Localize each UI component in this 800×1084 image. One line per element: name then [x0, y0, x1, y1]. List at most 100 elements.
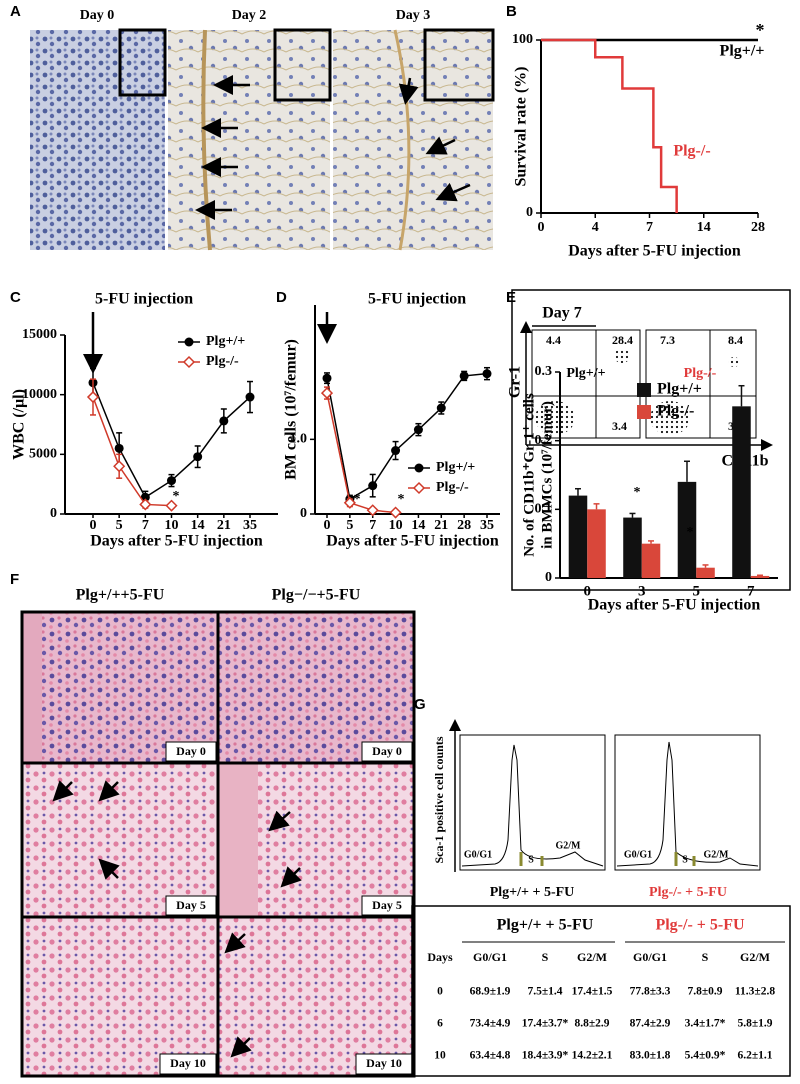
table-cell: 3.4±1.7* [685, 1018, 726, 1030]
bar [587, 509, 606, 578]
cell-cloud [728, 357, 740, 367]
series-label: Plg+/+ [720, 43, 765, 60]
inset [273, 28, 332, 102]
quadrant-value: 3.4 [612, 419, 627, 433]
day-label: Day 0 [372, 744, 402, 758]
panel-a: Day 0 Day 2 Day 3 [30, 8, 495, 251]
image-title: Day 0 [80, 8, 115, 23]
cell-cycle: Sca-1 positive cell counts G0/G1 S G2/M … [432, 719, 761, 900]
y-tick-label: 0 [545, 570, 552, 585]
x-axis-label: Days after 5-FU injection [568, 243, 741, 260]
bar [677, 481, 697, 578]
marker [140, 492, 150, 502]
x-tick-label: 14 [191, 518, 205, 533]
plot-frame [614, 734, 761, 871]
micrograph [22, 612, 218, 763]
panel-f: Plg+/++5-FU Plg−/−+5-FU Day 0 Day 0 Day … [20, 587, 416, 1078]
phase-label: G0/G1 [624, 849, 652, 860]
marker [86, 390, 100, 404]
bone [22, 612, 42, 763]
y-tick-label: 1.0 [290, 432, 308, 447]
phase-label: G2/M [704, 849, 730, 860]
x-tick-label: 10 [165, 518, 179, 533]
legend-label: Plg+/+ [657, 381, 702, 398]
bar [641, 543, 661, 578]
table-cell: 10 [434, 1050, 446, 1062]
table-header: G0/G1 [633, 950, 667, 964]
marker [193, 452, 203, 462]
x-tick-label: 21 [217, 518, 231, 533]
x-tick-label: 14 [411, 518, 425, 533]
day-label: Day 5 [372, 898, 402, 912]
column-title: Plg−/−+5-FU [272, 587, 361, 604]
quadrant-value: 4.4 [546, 333, 561, 347]
micrograph [22, 763, 218, 917]
annotation: 5-FU injection [95, 291, 193, 308]
bar [696, 567, 715, 578]
error-bar [757, 574, 764, 577]
marker [459, 371, 469, 381]
flow-plot: Plg+/+ 28.4 3.4 4.4 [531, 329, 641, 439]
legend-label: Plg+/+ [436, 460, 475, 475]
histogram-curve [461, 744, 604, 867]
marker [114, 443, 124, 453]
series-line [92, 396, 172, 507]
panel-label: F [10, 571, 19, 588]
cell-cycle-table: Plg+/+ + 5-FU Plg-/- + 5-FU Days G0/G1 S G2… [411, 905, 791, 1077]
table-cell: 11.3±2.8 [735, 986, 775, 998]
table-cell: 17.4±1.5 [572, 986, 613, 998]
x-tick-label: 5 [116, 518, 123, 533]
arrows [195, 75, 471, 220]
x-tick-label: 0 [324, 518, 331, 533]
table-cell: 14.2±2.1 [572, 1050, 613, 1062]
x-tick-label: 0 [584, 583, 592, 599]
cell-cloud [650, 401, 690, 435]
survival-line [541, 38, 678, 213]
annotation: * [634, 485, 641, 500]
day-label: Day 5 [176, 898, 206, 912]
y-tick-label: 15000 [22, 327, 57, 342]
table-header: Days [427, 950, 453, 964]
table-header: G2/M [577, 950, 607, 964]
y-tick-label: 10000 [22, 387, 57, 402]
vessel [393, 29, 411, 251]
table-cell: 6.2±1.1 [737, 1050, 772, 1062]
panel-label: G [414, 696, 426, 713]
phase-label: G2/M [556, 840, 582, 851]
error-bar [683, 460, 690, 482]
annotation: * [687, 525, 694, 540]
marker [167, 476, 176, 486]
table-cell: 73.4±4.9 [470, 1018, 511, 1030]
phase-label: G0/G1 [464, 849, 492, 860]
day-tags [159, 741, 413, 1075]
series-label: Plg-/- [673, 143, 710, 160]
x-tick-label: 35 [243, 518, 257, 533]
cell-cloud [535, 401, 575, 435]
x-tick-label: 14 [697, 220, 711, 235]
inset [118, 28, 167, 97]
marker [413, 425, 423, 435]
table-cell: 7.5±1.4 [527, 986, 562, 998]
y-axis-label: in BMMCs (10⁷/femur) [539, 401, 555, 549]
day-label: Day 10 [366, 1056, 402, 1070]
histogram-caption: Plg+/+ + 5-FU [490, 885, 575, 900]
x-tick-label: 0 [538, 220, 545, 235]
x-tick-label: 7 [142, 518, 149, 533]
table-cell: 83.0±1.8 [630, 1050, 671, 1062]
y-tick-label: 0.1 [535, 502, 553, 517]
error-bar [738, 384, 745, 407]
plot-frame [459, 734, 606, 871]
x-tick-label: 10 [389, 518, 403, 533]
y-axis-label: No. of CD11b⁺Gr-1⁺ cells [521, 393, 537, 557]
bar [750, 575, 770, 578]
y-tick-label: 0.3 [535, 364, 553, 379]
x-tick-label: 28 [457, 518, 471, 533]
marker [165, 499, 178, 512]
annotation: * [756, 20, 765, 40]
flow-y-label: Gr-1 [507, 366, 524, 398]
legend-label: Plg-/- [206, 354, 239, 369]
annotation: 5-FU injection [368, 291, 466, 308]
table-header: S [702, 950, 709, 964]
x-tick-label: 7 [369, 518, 376, 533]
